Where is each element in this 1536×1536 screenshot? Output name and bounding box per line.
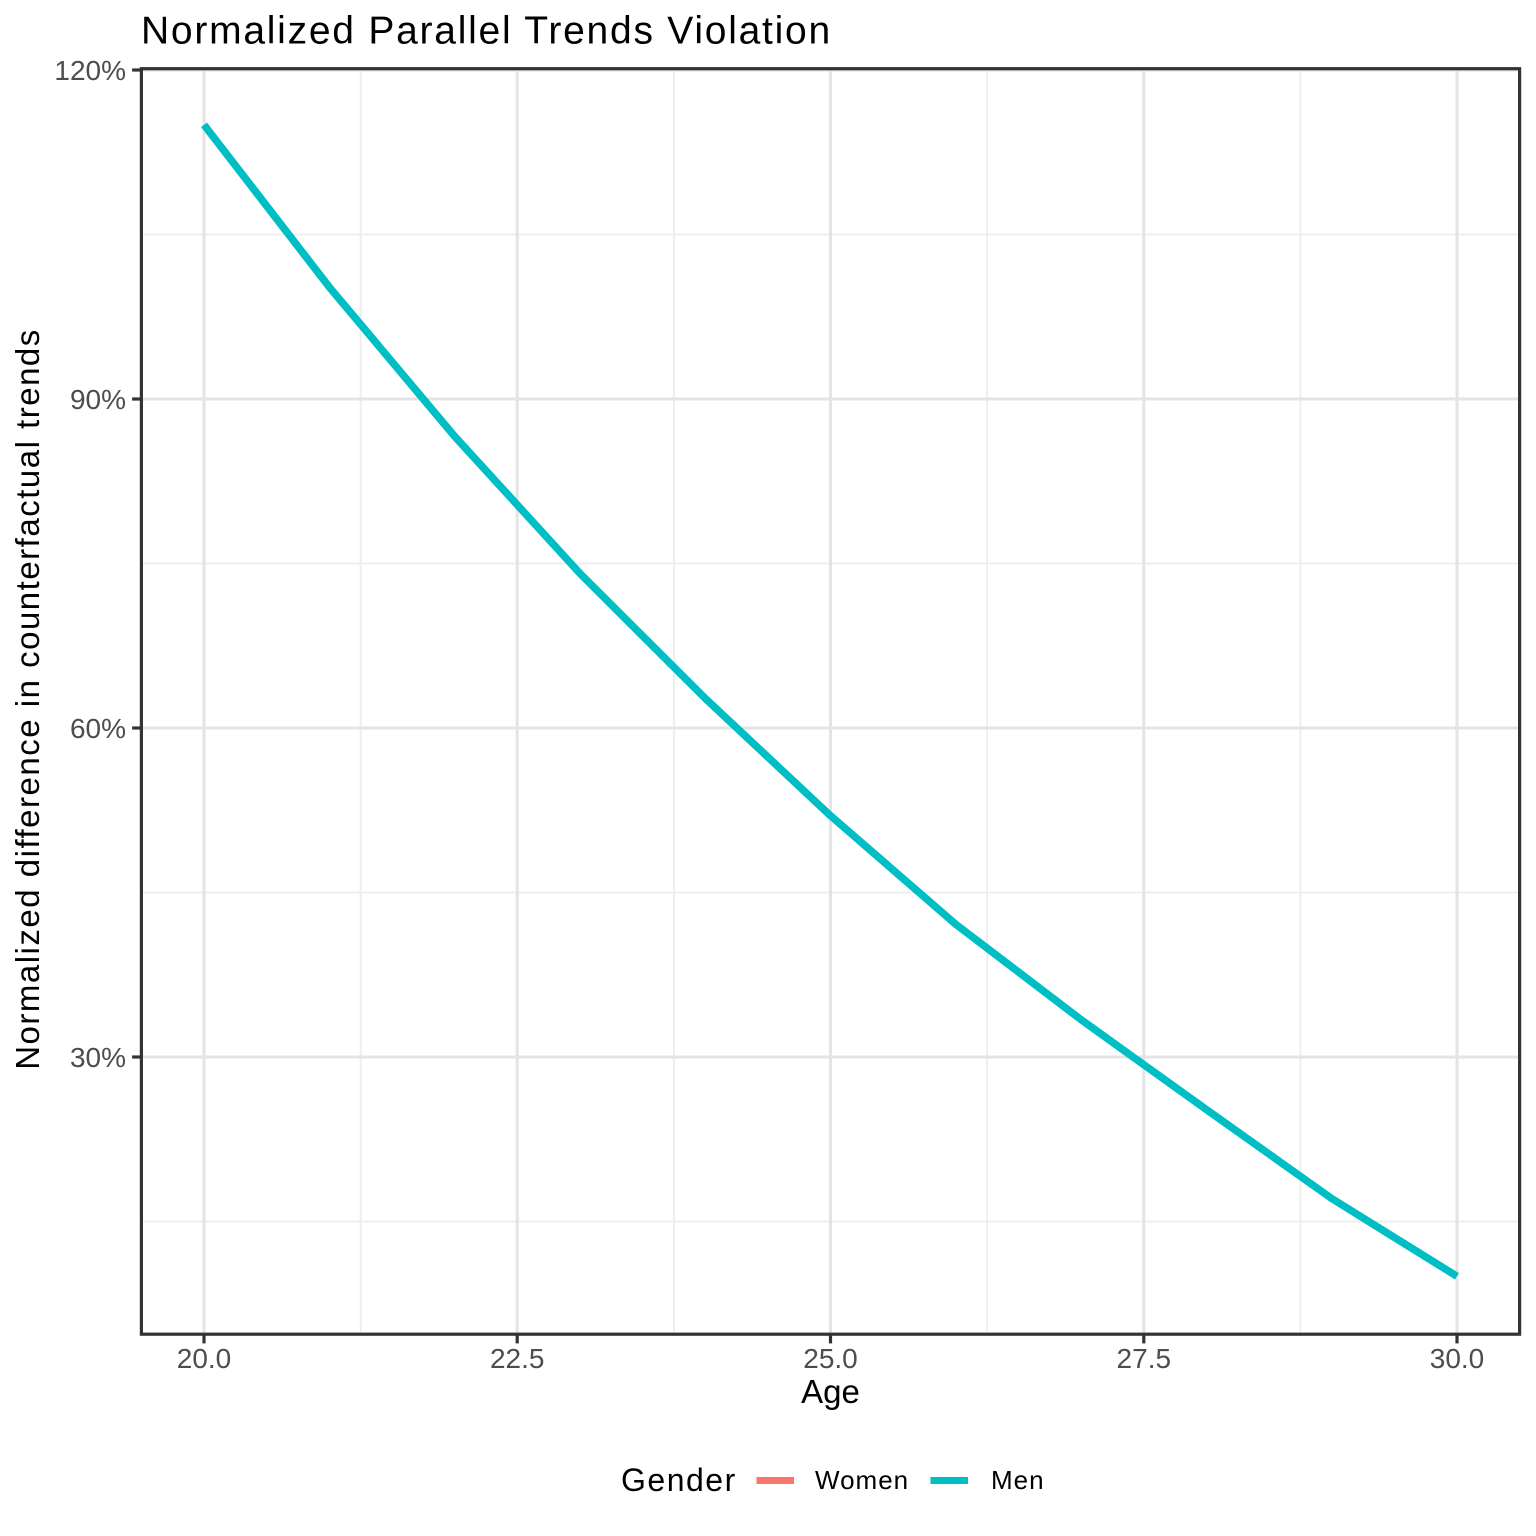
svg-text:27.5: 27.5	[1117, 1343, 1172, 1374]
svg-text:90%: 90%	[70, 384, 126, 415]
svg-text:Women: Women	[815, 1465, 909, 1495]
svg-text:22.5: 22.5	[490, 1343, 545, 1374]
svg-text:Men: Men	[991, 1465, 1045, 1495]
svg-text:120%: 120%	[54, 55, 126, 86]
svg-text:Normalized difference in count: Normalized difference in counterfactual …	[9, 328, 46, 1070]
svg-text:Age: Age	[801, 1373, 860, 1410]
svg-text:20.0: 20.0	[177, 1343, 232, 1374]
svg-text:30%: 30%	[70, 1042, 126, 1073]
svg-text:Gender: Gender	[621, 1462, 737, 1498]
svg-text:60%: 60%	[70, 713, 126, 744]
svg-text:25.0: 25.0	[803, 1343, 858, 1374]
svg-text:30.0: 30.0	[1430, 1343, 1485, 1374]
svg-text:Normalized Parallel Trends Vio: Normalized Parallel Trends Violation	[141, 10, 832, 53]
